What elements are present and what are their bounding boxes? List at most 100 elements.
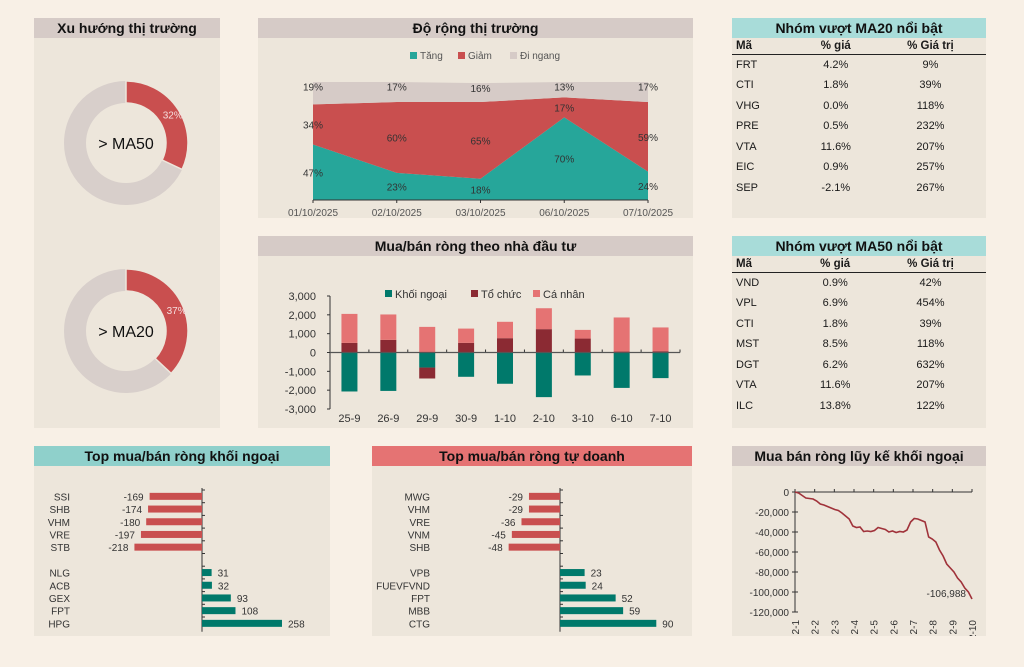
price-pct-cell: 8.5% bbox=[822, 338, 848, 351]
value-label: -169 bbox=[124, 492, 144, 503]
donut-slice bbox=[125, 268, 189, 375]
donut-pct-label: 32% bbox=[163, 111, 183, 122]
table-row: ILC 13.8% 122% bbox=[732, 396, 986, 417]
price-pct-cell: 11.6% bbox=[820, 379, 851, 392]
ticker-label: FPT bbox=[51, 607, 70, 618]
table-row: VHG 0.0% 118% bbox=[732, 96, 986, 117]
table-row: VND 0.9% 42% bbox=[732, 273, 986, 294]
donut-ma20: 37% > MA20 bbox=[64, 268, 189, 393]
area-flat bbox=[313, 82, 648, 105]
x-tick-label: 6-10 bbox=[611, 413, 633, 425]
y-tick-label: 1,000 bbox=[288, 329, 316, 341]
x-tick-label: 01/10/2025 bbox=[288, 208, 338, 218]
breadth-chart: Tăng Giảm Đi ngang 47% 23% 18% 70% 24% 34% 60% 65%… bbox=[288, 51, 673, 219]
value-label: -174 bbox=[122, 505, 142, 516]
ticker-label: HPG bbox=[48, 619, 70, 630]
ticker-label: MWG bbox=[404, 492, 430, 503]
ticker-label: VRE bbox=[49, 530, 70, 541]
data-label: 16% bbox=[470, 84, 490, 95]
table-row: PRE 0.5% 232% bbox=[732, 116, 986, 137]
data-label: 34% bbox=[303, 120, 323, 131]
bar-segment bbox=[341, 313, 358, 343]
value-pct-cell: 207% bbox=[916, 379, 945, 392]
value-pct-cell: 267% bbox=[916, 181, 945, 194]
price-pct-cell: 1.8% bbox=[823, 79, 849, 92]
ticker-label: STB bbox=[51, 543, 71, 554]
bar-sell bbox=[528, 492, 560, 500]
trend-donuts: 32% > MA50 37% > MA20 bbox=[64, 80, 189, 393]
value-pct-cell: 632% bbox=[916, 358, 945, 371]
data-label: 18% bbox=[470, 185, 490, 196]
bar-sell bbox=[134, 543, 202, 551]
bar-segment bbox=[497, 352, 513, 384]
ticker-label: NLG bbox=[49, 569, 70, 580]
x-tick-label: 2-3 bbox=[830, 620, 841, 635]
x-tick-label: 2-7 bbox=[909, 620, 920, 635]
legend: Khối ngoại Tổ chức Cá nhân bbox=[385, 289, 585, 301]
value-label: -48 bbox=[488, 543, 503, 554]
data-label: 59% bbox=[638, 133, 658, 144]
price-pct-cell: 0.9% bbox=[822, 277, 848, 289]
value-label: 90 bbox=[662, 619, 674, 630]
data-label: 60% bbox=[387, 133, 407, 144]
y-tick-label: 2,000 bbox=[288, 310, 316, 322]
value-label: 24 bbox=[592, 581, 604, 592]
bar-segment bbox=[419, 326, 436, 353]
bar-segment bbox=[419, 352, 436, 368]
x-tick-label: 30-9 bbox=[455, 413, 477, 425]
area-up bbox=[313, 117, 648, 200]
y-tick-label: -3,000 bbox=[285, 404, 316, 416]
value-label: 31 bbox=[218, 569, 230, 580]
y-tick-label: 3,000 bbox=[288, 291, 316, 303]
value-pct-cell: 257% bbox=[916, 161, 945, 174]
bar-segment bbox=[458, 342, 475, 353]
ma20-table: Mã % giá % Giá trị FRT 4.2% 9% CTI 1.8% 39% VH… bbox=[732, 38, 986, 198]
foreign-top-panel: Top mua/bán ròng khối ngoại SSI -169 SHB -1… bbox=[34, 446, 330, 636]
bar-buy bbox=[202, 607, 236, 615]
ticker-cell: VND bbox=[736, 277, 760, 289]
data-label: 17% bbox=[387, 83, 407, 94]
price-pct-cell: 6.2% bbox=[822, 358, 848, 371]
bar-segment bbox=[652, 351, 669, 353]
table-row: MST 8.5% 118% bbox=[732, 334, 986, 355]
legend-swatch bbox=[510, 52, 517, 59]
data-label: 19% bbox=[303, 83, 323, 94]
legend-label: Giảm bbox=[468, 51, 492, 62]
bar-segment bbox=[380, 339, 397, 353]
legend-label: Đi ngang bbox=[520, 51, 560, 62]
legend-label: Tổ chức bbox=[481, 289, 522, 301]
bar-segment bbox=[380, 352, 397, 391]
ticker-label: VHM bbox=[48, 518, 70, 529]
price-pct-cell: 0.5% bbox=[823, 120, 849, 133]
x-tick-label: 1-10 bbox=[494, 413, 516, 425]
ticker-label: SSI bbox=[54, 492, 70, 503]
bar-segment bbox=[574, 329, 591, 339]
bar-segment bbox=[341, 352, 358, 392]
x-tick-label: 26-9 bbox=[377, 413, 399, 425]
value-label: 32 bbox=[218, 581, 230, 592]
value-pct-cell: 118% bbox=[916, 99, 945, 112]
prop-top-chart: MWG -29 VHM -29 VRE -36 VNM -45 SHB -48 VPB 23 FUEVF… bbox=[376, 488, 674, 632]
bar-sell bbox=[521, 518, 560, 526]
data-label: 23% bbox=[387, 182, 407, 193]
donut-pct-label: 37% bbox=[167, 306, 187, 317]
ticker-label: FPT bbox=[411, 594, 430, 605]
value-pct-cell: 42% bbox=[919, 277, 942, 289]
bar-segment bbox=[652, 352, 669, 379]
x-tick-label: 2-5 bbox=[870, 620, 881, 635]
foreign-top-chart: SSI -169 SHB -174 VHM -180 VRE -197 STB -218 NLG 31… bbox=[48, 488, 305, 632]
trend-title: Xu hướng thị trường bbox=[34, 18, 220, 38]
x-tick-label: 2-1 bbox=[791, 620, 802, 635]
bar-segment bbox=[458, 352, 475, 377]
bar-segment bbox=[613, 317, 630, 352]
data-label: 47% bbox=[303, 168, 323, 179]
prop-top-panel: Top mua/bán ròng tự doanh MWG -29 VHM -29 VR… bbox=[372, 446, 692, 636]
price-pct-cell: 0.9% bbox=[823, 161, 849, 174]
col-value-pct: % Giá trị bbox=[875, 256, 986, 273]
data-label: 13% bbox=[554, 83, 574, 94]
x-tick-label: 25-9 bbox=[338, 413, 360, 425]
value-pct-cell: 122% bbox=[916, 399, 945, 412]
cum-line bbox=[794, 491, 973, 600]
y-tick-label: -60,000 bbox=[755, 548, 789, 559]
bar-sell bbox=[146, 518, 202, 526]
